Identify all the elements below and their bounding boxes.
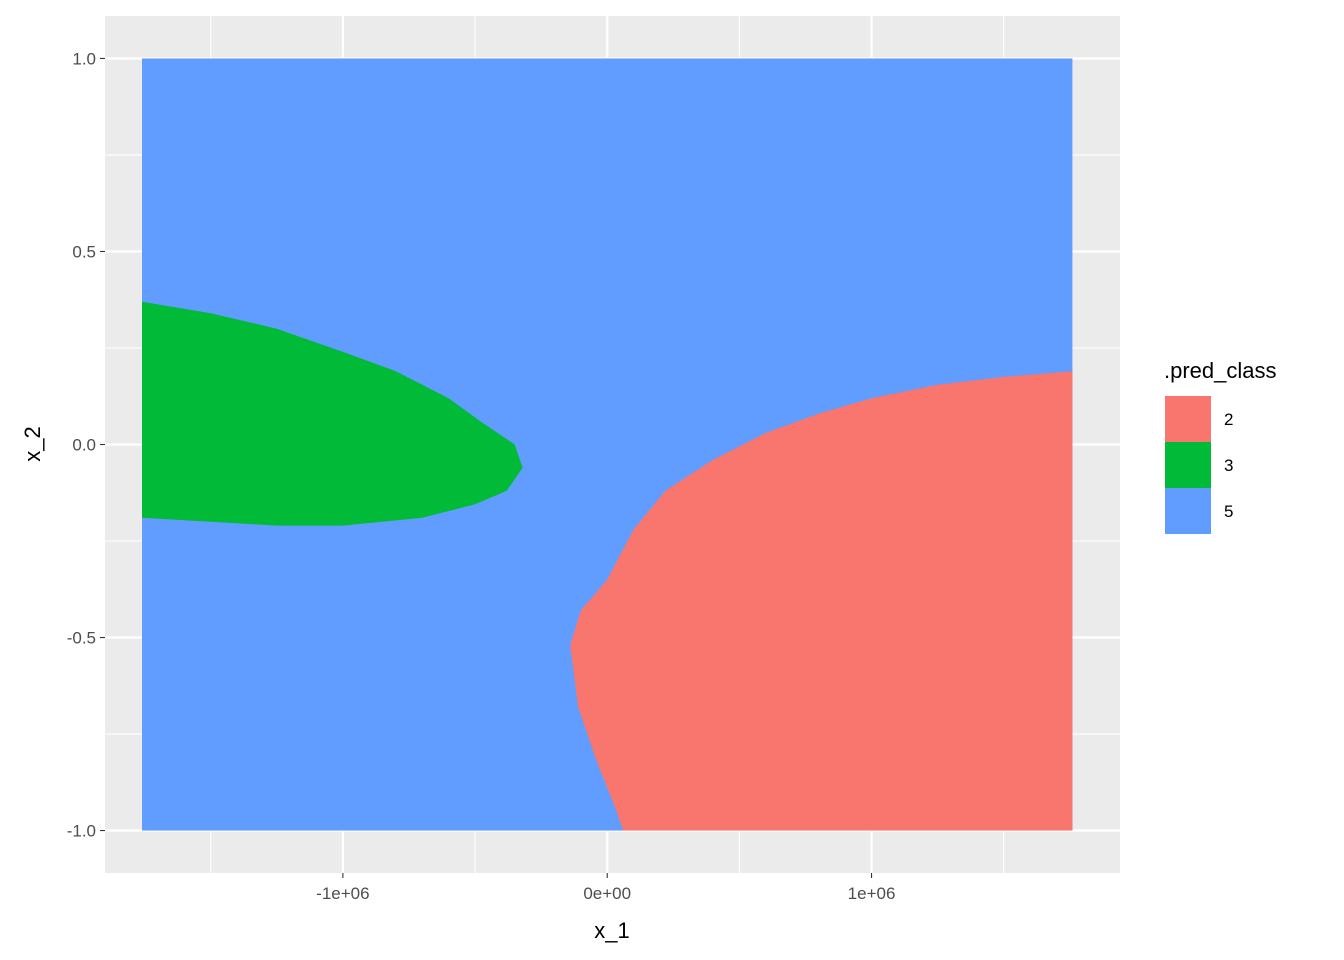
y-tick-label: 0.5 [72, 242, 96, 261]
x-tick-label: 0e+00 [583, 884, 631, 903]
legend-label: 3 [1224, 456, 1233, 475]
y-axis: -1.0 -0.5 0.0 0.5 1.0 [67, 49, 105, 841]
legend-key-2 [1165, 396, 1211, 442]
legend-title: .pred_class [1164, 358, 1277, 383]
legend-label: 5 [1224, 502, 1233, 521]
y-tick-label: -0.5 [67, 629, 96, 648]
y-tick-label: -1.0 [67, 822, 96, 841]
legend-key-3 [1165, 442, 1211, 488]
region-class-2 [570, 371, 1073, 831]
x-tick-label: -1e+06 [316, 884, 369, 903]
y-tick-label: 0.0 [72, 436, 96, 455]
x-tick-label: 1e+06 [848, 884, 896, 903]
x-axis: -1e+06 0e+00 1e+06 [316, 873, 895, 903]
prediction-regions [142, 58, 1073, 831]
legend-key-5 [1165, 488, 1211, 534]
x-axis-title: x_1 [594, 918, 629, 943]
y-tick-label: 1.0 [72, 49, 96, 68]
y-axis-title: x_2 [20, 426, 45, 461]
legend-label: 2 [1224, 410, 1233, 429]
region-class-3 [142, 301, 523, 526]
legend: .pred_class 2 3 5 [1164, 358, 1277, 534]
